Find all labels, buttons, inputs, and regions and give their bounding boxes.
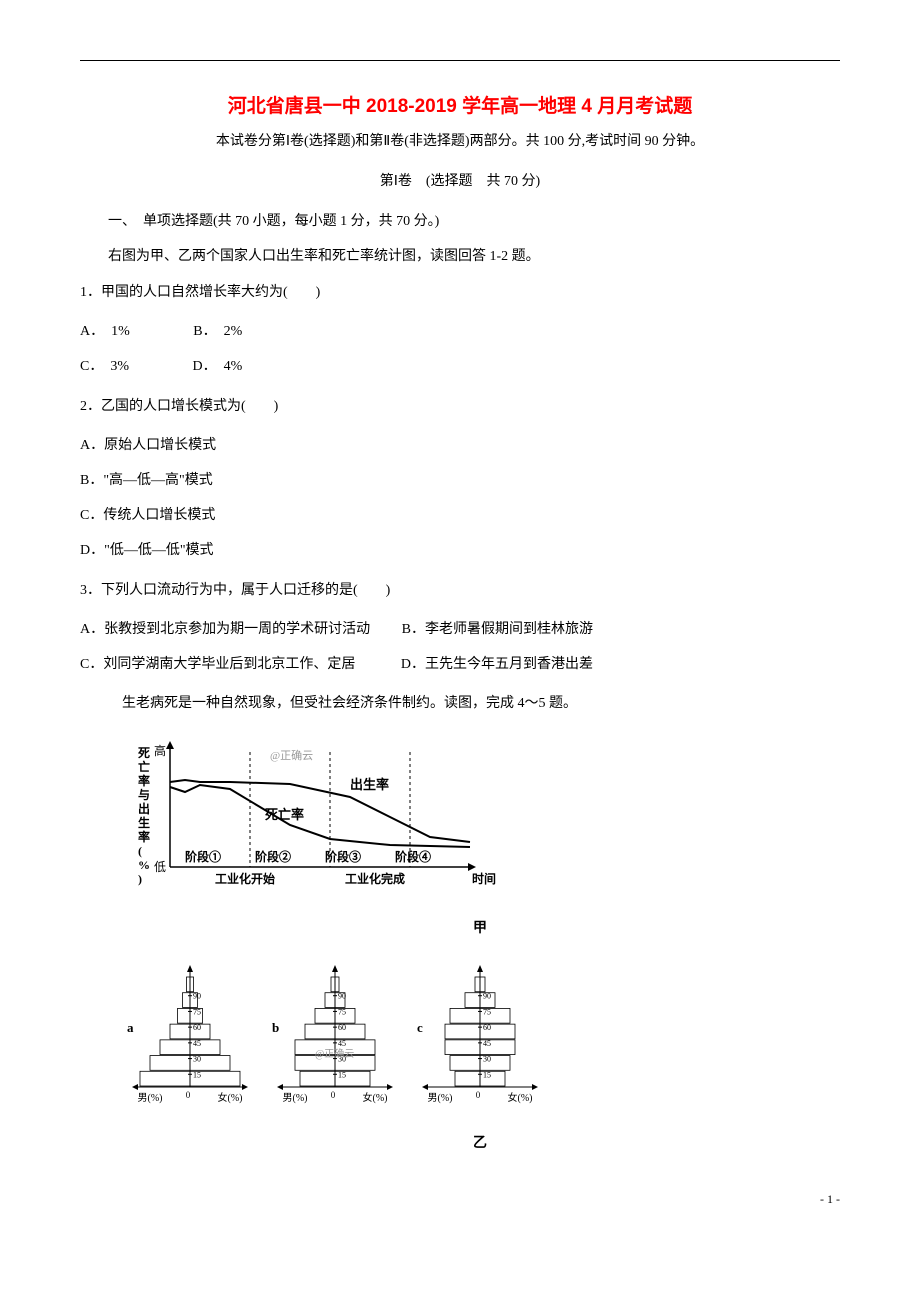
svg-text:生: 生 xyxy=(138,815,150,830)
chart-yi-label: 乙 xyxy=(120,1132,840,1152)
svg-text:阶段③: 阶段③ xyxy=(325,849,361,864)
chart-yi: 15 30 45 60 75 90 0 男(%) 女(%) a 15 30 45 60 75 90 0 男(%) 女… xyxy=(120,952,560,1122)
svg-text:女(%): 女(%) xyxy=(363,1091,388,1104)
svg-text:60: 60 xyxy=(193,1023,201,1032)
svg-text:30: 30 xyxy=(483,1055,491,1064)
chart-yi-container: 15 30 45 60 75 90 0 男(%) 女(%) a 15 30 45 60 75 90 0 男(%) 女… xyxy=(120,952,840,1152)
svg-text:60: 60 xyxy=(483,1023,491,1032)
svg-text:阶段④: 阶段④ xyxy=(395,849,431,864)
question-1: 1．甲国的人口自然增长率大约为( ) xyxy=(80,280,840,305)
svg-text:阶段①: 阶段① xyxy=(185,849,221,864)
svg-text:高: 高 xyxy=(154,743,166,758)
svg-text:男(%): 男(%) xyxy=(138,1092,163,1104)
svg-text:亡: 亡 xyxy=(138,759,150,774)
q3-option-c: C．刘同学湖南大学毕业后到北京工作、定居 xyxy=(80,657,355,672)
q1-option-a: A． 1% xyxy=(80,319,130,344)
svg-text:出: 出 xyxy=(138,801,150,816)
instruction-chart-ref: 右图为甲、乙两个国家人口出生率和死亡率统计图，读图回答 1-2 题。 xyxy=(80,245,840,265)
svg-text:90: 90 xyxy=(338,992,346,1001)
svg-text:死: 死 xyxy=(138,746,150,760)
svg-text:60: 60 xyxy=(338,1023,346,1032)
svg-text:15: 15 xyxy=(483,1070,491,1079)
svg-text:15: 15 xyxy=(193,1070,201,1079)
svg-text:45: 45 xyxy=(193,1039,201,1048)
question-3: 3．下列人口流动行为中，属于人口迁移的是( ) xyxy=(80,578,840,603)
q3-option-a: A．张教授到北京参加为期一周的学术研讨活动 xyxy=(80,622,370,637)
svg-text:工业化开始: 工业化开始 xyxy=(215,871,275,886)
chart-jia-label: 甲 xyxy=(120,917,840,937)
q3-options-row2: C．刘同学湖南大学毕业后到北京工作、定居 D．王先生今年五月到香港出差 xyxy=(80,652,840,677)
top-divider xyxy=(80,60,840,61)
q3-option-b: B．李老师暑假期间到桂林旅游 xyxy=(402,622,593,637)
svg-text:男(%): 男(%) xyxy=(428,1092,453,1104)
chart-jia: 死亡率与出生率(%)高低@正确云出生率死亡率阶段①阶段②阶段③阶段④工业化开始工… xyxy=(120,727,500,907)
svg-text:b: b xyxy=(272,1020,279,1035)
chart-jia-container: 死亡率与出生率(%)高低@正确云出生率死亡率阶段①阶段②阶段③阶段④工业化开始工… xyxy=(120,727,840,937)
svg-text:%: % xyxy=(138,858,150,872)
q2-option-a: A．原始人口增长模式 xyxy=(80,433,840,458)
svg-text:c: c xyxy=(417,1020,423,1035)
q1-option-b: B． 2% xyxy=(193,319,242,344)
svg-text:90: 90 xyxy=(483,992,491,1001)
q2-option-d: D．"低—低—低"模式 xyxy=(80,538,840,563)
instruction-part1: 一、 单项选择题(共 70 小题，每小题 1 分，共 70 分。) xyxy=(80,210,840,230)
exam-subtitle: 本试卷分第Ⅰ卷(选择题)和第Ⅱ卷(非选择题)两部分。共 100 分,考试时间 9… xyxy=(80,130,840,150)
exam-title: 河北省唐县一中 2018-2019 学年高一地理 4 月月考试题 xyxy=(80,91,840,118)
svg-text:率: 率 xyxy=(138,773,150,788)
svg-text:75: 75 xyxy=(483,1007,491,1016)
svg-text:75: 75 xyxy=(338,1007,346,1016)
q3-option-d: D．王先生今年五月到香港出差 xyxy=(401,657,593,672)
q2-option-c: C．传统人口增长模式 xyxy=(80,503,840,528)
svg-text:90: 90 xyxy=(193,992,201,1001)
svg-text:45: 45 xyxy=(483,1039,491,1048)
instruction-q45: 生老病死是一种自然现象，但受社会经济条件制约。读图，完成 4～5 题。 xyxy=(80,692,840,712)
svg-text:0: 0 xyxy=(186,1090,191,1100)
svg-text:): ) xyxy=(138,872,142,886)
svg-text:女(%): 女(%) xyxy=(218,1091,243,1104)
svg-text:低: 低 xyxy=(154,860,166,874)
svg-text:@正确云: @正确云 xyxy=(270,749,313,762)
q3-options-row1: A．张教授到北京参加为期一周的学术研讨活动 B．李老师暑假期间到桂林旅游 xyxy=(80,617,840,642)
svg-text:出生率: 出生率 xyxy=(350,777,389,792)
svg-text:女(%): 女(%) xyxy=(508,1091,533,1104)
svg-text:工业化完成: 工业化完成 xyxy=(345,871,405,886)
svg-text:率: 率 xyxy=(138,829,150,844)
svg-text:与: 与 xyxy=(138,788,150,802)
svg-text:0: 0 xyxy=(331,1090,336,1100)
svg-text:死亡率: 死亡率 xyxy=(265,807,304,822)
svg-text:0: 0 xyxy=(476,1090,481,1100)
q1-options-row2: C． 3% D． 4% xyxy=(80,354,840,379)
svg-text:30: 30 xyxy=(193,1055,201,1064)
q2-option-b: B．"高—低—高"模式 xyxy=(80,468,840,493)
q1-option-c: C． 3% xyxy=(80,354,129,379)
page-number: - 1 - xyxy=(820,1192,840,1207)
section-header: 第Ⅰ卷 (选择题 共 70 分) xyxy=(80,170,840,190)
svg-text:a: a xyxy=(127,1020,134,1035)
q1-options-row1: A． 1% B． 2% xyxy=(80,319,840,344)
svg-text:15: 15 xyxy=(338,1070,346,1079)
svg-text:(: ( xyxy=(138,844,142,858)
svg-text:男(%): 男(%) xyxy=(283,1092,308,1104)
svg-text:@正确云: @正确云 xyxy=(315,1047,354,1060)
svg-text:75: 75 xyxy=(193,1007,201,1016)
svg-text:45: 45 xyxy=(338,1039,346,1048)
svg-text:阶段②: 阶段② xyxy=(255,849,291,864)
q1-option-d: D． 4% xyxy=(193,354,243,379)
question-2: 2．乙国的人口增长模式为( ) xyxy=(80,394,840,419)
svg-text:时间: 时间 xyxy=(472,871,496,886)
